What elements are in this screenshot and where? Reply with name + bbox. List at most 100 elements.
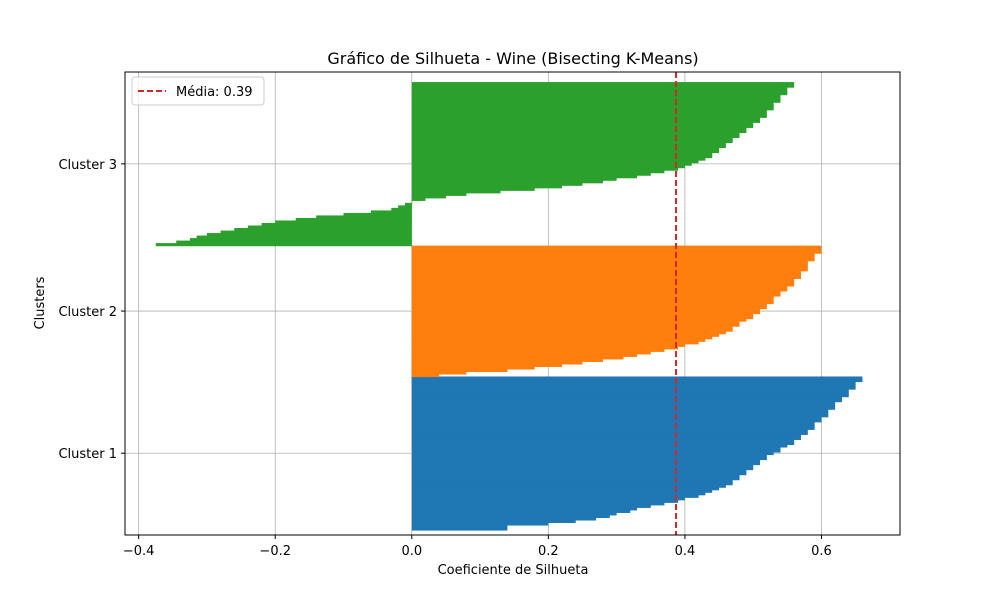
x-tick-label: 0.2 [538,544,559,559]
silhouette-bar [411,162,692,166]
silhouette-bar [189,238,412,242]
silhouette-bar [411,419,822,423]
silhouette-bar [411,137,733,141]
silhouette-bar [411,197,426,201]
silhouette-bar [411,416,822,420]
silhouette-bar [411,280,795,284]
silhouette-bar [411,482,733,486]
silhouette-bar [411,384,856,388]
silhouette-bar [411,378,863,383]
silhouette-bar [411,368,508,373]
silhouette-bar [411,119,761,123]
silhouette-bar [411,371,467,375]
silhouette-bar [411,446,781,451]
silhouette-bar [411,97,781,101]
silhouette-bar [411,308,761,312]
silhouette-bar [234,228,412,232]
silhouette-bar [411,479,733,483]
silhouette-bar [411,341,699,345]
silhouette-bar [411,394,849,398]
silhouette-bar [398,205,412,209]
silhouette-bar [411,472,747,476]
silhouette-bar [411,507,638,511]
silhouette-bar [411,295,774,300]
silhouette-bar [411,409,829,413]
silhouette-bar [411,155,713,159]
silhouette-bar [176,240,412,244]
silhouette-bars [155,82,863,531]
silhouette-bar [411,150,720,154]
silhouette-bar [411,263,808,267]
silhouette-bar [411,464,754,468]
silhouette-bar [411,134,740,139]
silhouette-bar [411,142,726,146]
silhouette-bar [247,225,412,229]
silhouette-bar [411,353,638,357]
silhouette-bar [411,94,781,98]
silhouette-bar [411,524,508,529]
silhouette-bar [411,147,720,151]
x-tick-label: −0.2 [259,544,291,559]
silhouette-bar [411,426,815,430]
silhouette-bar [411,127,747,131]
silhouette-bar [411,358,603,362]
silhouette-bar [411,300,774,305]
silhouette-bar [411,160,699,164]
silhouette-bar [411,109,767,113]
silhouette-bar [411,346,679,350]
silhouette-bar [411,456,767,461]
silhouette-bar [411,167,679,171]
silhouette-bar [411,177,617,181]
silhouette-bar [411,502,665,506]
x-tick-label: 0.4 [675,544,696,559]
silhouette-bar [411,519,576,524]
silhouette-bar [411,477,740,481]
silhouette-bar [411,283,795,287]
silhouette-bar [411,187,535,191]
silhouette-bar [411,107,774,111]
silhouette-bar [411,89,788,93]
silhouette-bar [411,260,808,264]
silhouette-bar [411,441,795,446]
silhouette-bar [411,313,754,317]
silhouette-bar [411,338,706,342]
silhouette-bar [411,258,815,262]
silhouette-bar [411,195,446,199]
silhouette-bar [411,293,781,297]
silhouette-bar [411,429,808,433]
silhouette-bar [411,404,836,408]
silhouette-bar [411,255,815,259]
silhouette-bar [411,336,713,340]
silhouette-bar [411,245,822,249]
silhouette-bar [411,152,713,156]
cluster-2-bars [411,245,822,378]
y-tick-label: Cluster 1 [58,447,117,462]
silhouette-bar [411,489,713,493]
silhouette-bar [316,215,412,219]
silhouette-bar [411,139,733,144]
silhouette-bar [411,328,733,332]
silhouette-bar [411,185,563,189]
silhouette-bar [411,449,781,453]
silhouette-bar [411,376,863,380]
silhouette-bar [411,331,726,335]
silhouette-bar [411,484,726,488]
silhouette-bar [411,454,767,458]
cluster-1-bars [411,376,863,531]
silhouette-bar [411,494,699,498]
silhouette-bar [411,351,651,355]
silhouette-bar [411,389,849,393]
silhouette-bar [411,303,767,307]
silhouette-bar [411,132,740,136]
x-axis-title: Coeficiente de Silhueta [438,563,589,578]
silhouette-bar [411,343,685,347]
plot-frame [124,71,901,536]
silhouette-bar [411,436,801,440]
silhouette-bar [411,311,761,315]
silhouette-bar [411,391,849,395]
silhouette-bar [411,165,685,169]
silhouette-bar [411,323,740,327]
silhouette-bar [411,527,508,531]
silhouette-bar [411,250,822,254]
